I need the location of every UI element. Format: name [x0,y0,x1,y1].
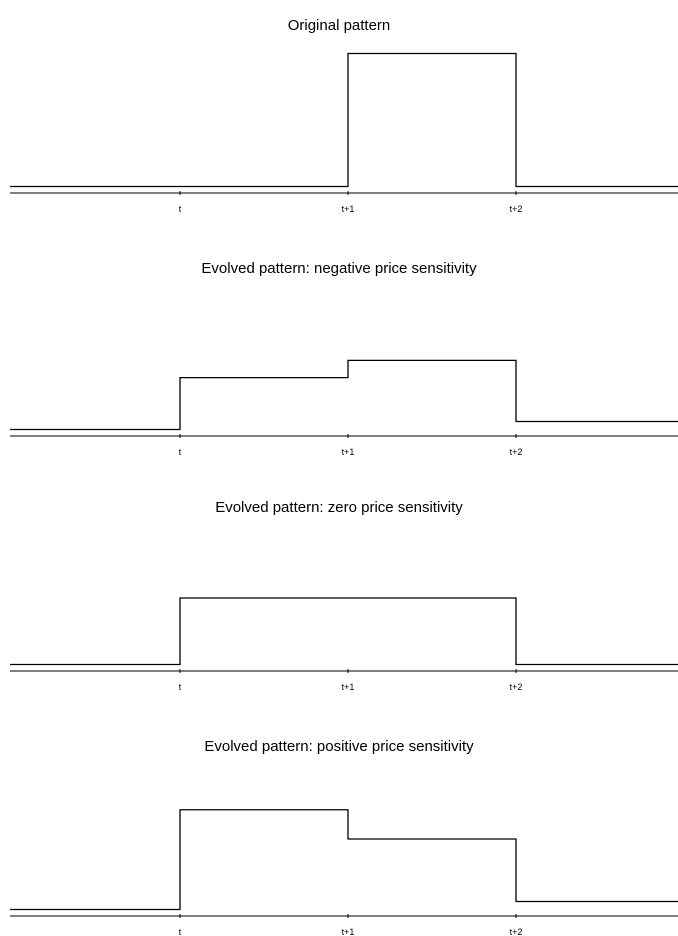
panel-title-1: Original pattern [288,17,391,34]
series-line-2 [10,359,678,431]
series-line-3 [10,597,678,666]
x-tick-label: t+2 [510,682,523,692]
x-tick-label: t+1 [342,682,355,692]
x-tick-label: t+2 [510,927,523,936]
panel-title-4: Evolved pattern: positive price sensitiv… [204,738,474,755]
x-tick-label: t [179,204,182,214]
x-tick-label: t+2 [510,204,523,214]
panel-title-3: Evolved pattern: zero price sensitivity [215,499,463,516]
x-tick-label: t [179,927,182,936]
panel-title-2: Evolved pattern: negative price sensitiv… [201,260,477,277]
x-tick-label: t+1 [342,447,355,457]
x-tick-label: t [179,447,182,457]
series-line-4 [10,809,678,911]
x-tick-label: t [179,682,182,692]
x-tick-label: t+2 [510,447,523,457]
x-tick-label: t+1 [342,204,355,214]
series-line-1 [10,52,678,188]
x-tick-label: t+1 [342,927,355,936]
